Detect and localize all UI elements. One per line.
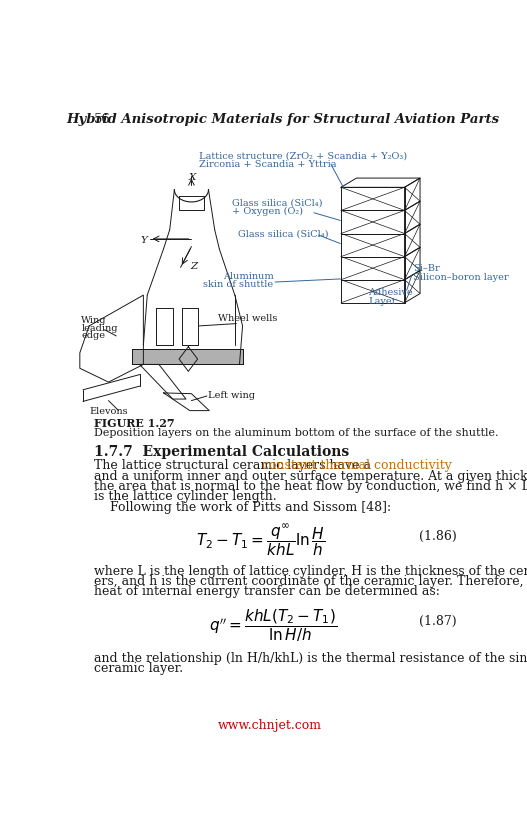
Text: X: X [188, 173, 196, 182]
Text: heat of internal energy transfer can be determined as:: heat of internal energy transfer can be … [94, 585, 440, 598]
Text: ceramic layer.: ceramic layer. [94, 662, 183, 675]
Text: and a uniform inner and outer surface temperature. At a given thickness of: and a uniform inner and outer surface te… [94, 469, 527, 482]
Text: Hybrid Anisotropic Materials for Structural Aviation Parts: Hybrid Anisotropic Materials for Structu… [66, 113, 500, 126]
Text: + Oxygen (O₂): + Oxygen (O₂) [232, 207, 304, 216]
Text: skin of shuttle: skin of shuttle [203, 280, 274, 289]
Text: Aluminum: Aluminum [223, 272, 274, 281]
Text: Glass silica (SiCl₄): Glass silica (SiCl₄) [232, 199, 323, 208]
Text: (1.87): (1.87) [418, 615, 456, 628]
Text: Si–Br: Si–Br [413, 264, 440, 273]
Text: Layer: Layer [368, 296, 396, 305]
Text: Silicon–boron layer: Silicon–boron layer [413, 272, 509, 281]
Text: Z: Z [190, 262, 197, 271]
Text: Wing: Wing [81, 316, 107, 325]
Text: $T_2 - T_1 = \dfrac{q^{\infty}}{khL}\ln\dfrac{H}{h}$: $T_2 - T_1 = \dfrac{q^{\infty}}{khL}\ln\… [196, 523, 325, 559]
Text: 56: 56 [94, 113, 111, 126]
Text: www.chnjet.com: www.chnjet.com [218, 719, 321, 732]
Polygon shape [132, 349, 242, 365]
Text: Y: Y [140, 236, 147, 244]
Text: Adhesive: Adhesive [368, 288, 413, 297]
Text: leading: leading [81, 323, 118, 332]
Text: FIGURE 1.27: FIGURE 1.27 [94, 418, 174, 430]
Text: Lattice structure (ZrO₂ + Scandia + Y₂O₃): Lattice structure (ZrO₂ + Scandia + Y₂O₃… [199, 151, 407, 160]
Text: (1.86): (1.86) [418, 530, 456, 543]
Text: The lattice structural ceramic layers have a: The lattice structural ceramic layers ha… [94, 459, 375, 472]
Text: $q^{\prime\prime} = \dfrac{khL(T_2 - T_1)}{\ln H/h}$: $q^{\prime\prime} = \dfrac{khL(T_2 - T_1… [209, 607, 337, 644]
Text: Left wing: Left wing [208, 392, 255, 400]
Text: ers, and h is the current coordinate of the ceramic layer. Therefore, the flux: ers, and h is the current coordinate of … [94, 575, 527, 588]
Text: edge: edge [81, 332, 105, 340]
Text: where L is the length of lattice cylinder, H is the thickness of the ceramic lay: where L is the length of lattice cylinde… [94, 565, 527, 578]
Text: Following the work of Pitts and Sissom [48]:: Following the work of Pitts and Sissom [… [94, 500, 391, 514]
Text: Wheel wells: Wheel wells [218, 314, 277, 323]
Text: Glass silica (SiCl₄): Glass silica (SiCl₄) [238, 230, 328, 239]
Text: Zirconia + Scandia + Yttria: Zirconia + Scandia + Yttria [199, 160, 337, 169]
Text: constant thermal conductivity: constant thermal conductivity [262, 459, 452, 472]
Text: Deposition layers on the aluminum bottom of the surface of the shuttle.: Deposition layers on the aluminum bottom… [94, 428, 498, 439]
Text: is the lattice cylinder length.: is the lattice cylinder length. [94, 491, 276, 504]
Text: and the relationship (ln H/h/khL) is the thermal resistance of the single: and the relationship (ln H/h/khL) is the… [94, 652, 527, 665]
Text: Elevons: Elevons [89, 407, 128, 416]
Text: the area that is normal to the heat flow by conduction, we find h × L, where L: the area that is normal to the heat flow… [94, 480, 527, 493]
Text: 1.7.7  Experimental Calculations: 1.7.7 Experimental Calculations [94, 445, 349, 459]
